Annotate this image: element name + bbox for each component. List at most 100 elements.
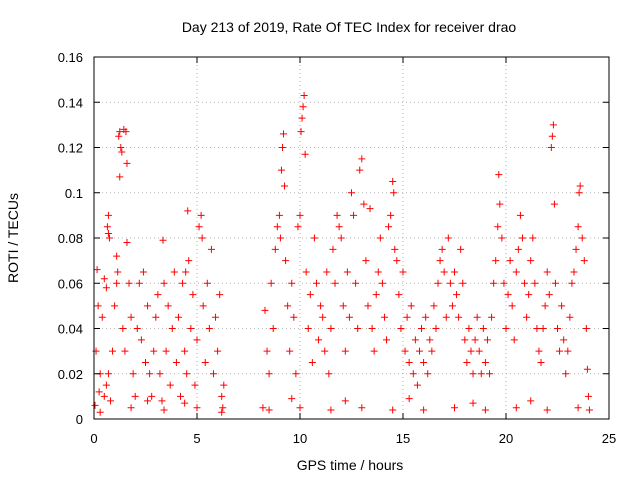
data-point (378, 279, 386, 287)
data-point (219, 404, 227, 412)
data-point (296, 404, 304, 412)
data-point (95, 388, 103, 396)
data-point (207, 245, 215, 253)
data-point (102, 381, 110, 389)
data-point (335, 223, 343, 231)
data-point (508, 302, 516, 310)
data-point (105, 234, 113, 242)
data-marks (91, 91, 593, 416)
data-point (275, 211, 283, 219)
data-point (486, 370, 494, 378)
data-point (492, 257, 500, 265)
data-point (317, 302, 325, 310)
data-point (549, 121, 557, 129)
data-point (144, 397, 152, 405)
data-point (125, 279, 133, 287)
data-point (172, 358, 180, 366)
data-point (327, 325, 335, 332)
data-point (193, 336, 201, 344)
data-point (310, 234, 318, 242)
data-point (91, 401, 99, 409)
data-point (170, 268, 178, 276)
data-point (100, 275, 108, 283)
data-point (195, 223, 203, 231)
data-point (181, 347, 189, 355)
data-point (434, 279, 442, 287)
x-tick-label: 15 (396, 431, 410, 446)
data-point (420, 406, 428, 414)
data-point (345, 313, 353, 321)
data-point (312, 279, 320, 287)
data-point (558, 302, 566, 310)
data-point (331, 279, 339, 287)
x-tick-label: 0 (90, 431, 97, 446)
data-point (259, 404, 267, 412)
data-point (325, 370, 333, 378)
data-point (584, 392, 592, 400)
data-point (391, 245, 399, 253)
data-point (164, 302, 172, 310)
y-tick-labels: 0 0.02 0.04 0.06 0.08 0.1 0.12 0.14 0.16 (58, 50, 83, 427)
data-point (376, 234, 384, 242)
data-point (115, 132, 123, 140)
data-point (103, 223, 111, 231)
x-tick-label: 10 (293, 431, 307, 446)
data-point (96, 408, 104, 416)
data-point (407, 302, 415, 310)
data-point (537, 358, 545, 366)
data-point (481, 358, 489, 366)
data-point (300, 91, 308, 99)
data-point (343, 268, 351, 276)
data-point (193, 404, 201, 412)
data-point (339, 302, 347, 310)
data-point (459, 279, 467, 287)
data-point (539, 325, 547, 332)
data-point (390, 189, 398, 197)
data-point (521, 279, 529, 287)
data-point (261, 306, 269, 314)
data-point (475, 347, 483, 355)
data-point (109, 347, 117, 355)
data-point (137, 336, 145, 344)
data-point (273, 223, 281, 231)
data-point (444, 234, 452, 242)
data-point (393, 257, 401, 265)
data-point (306, 291, 314, 299)
data-point (424, 370, 432, 378)
data-point (220, 381, 228, 389)
x-axis-label: GPS time / hours (297, 457, 404, 473)
data-point (93, 266, 101, 274)
data-point (548, 132, 556, 140)
data-point (269, 325, 277, 332)
data-point (535, 347, 543, 355)
data-point (104, 229, 112, 237)
data-point (428, 347, 436, 355)
data-point (179, 279, 187, 287)
data-point (106, 397, 114, 405)
data-point (280, 130, 288, 138)
data-point (440, 268, 448, 276)
data-point (100, 392, 108, 400)
data-point (362, 257, 370, 265)
data-point (98, 313, 106, 321)
data-point (321, 347, 329, 355)
data-point (327, 406, 335, 414)
data-point (308, 358, 316, 366)
data-point (299, 103, 307, 111)
data-point (411, 336, 419, 344)
data-point (405, 358, 413, 366)
data-point (358, 404, 366, 412)
data-point (488, 313, 496, 321)
data-point (383, 336, 391, 344)
data-point (160, 279, 168, 287)
data-point (516, 211, 524, 219)
data-point (481, 406, 489, 414)
data-point (560, 336, 568, 344)
data-point (277, 166, 285, 174)
data-point (212, 313, 220, 321)
data-point (352, 279, 360, 287)
data-point (401, 347, 409, 355)
data-point (572, 245, 580, 253)
data-point (582, 325, 590, 332)
data-point (395, 291, 403, 299)
